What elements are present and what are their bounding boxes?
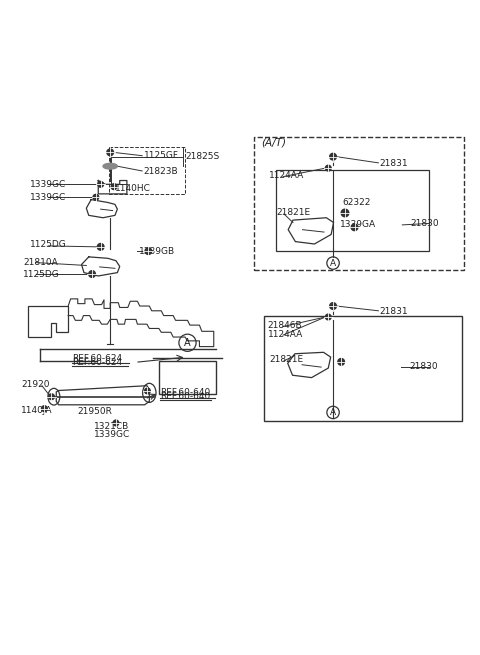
Text: 21920: 21920	[22, 381, 50, 389]
Text: 1339GC: 1339GC	[95, 430, 131, 439]
Circle shape	[338, 358, 345, 365]
Circle shape	[48, 394, 54, 400]
Text: 1339GC: 1339GC	[30, 180, 66, 189]
Text: 21846B: 21846B	[268, 321, 302, 330]
Circle shape	[351, 224, 358, 231]
Circle shape	[111, 184, 117, 189]
Text: (A/T): (A/T)	[262, 138, 287, 147]
Text: REF.60-624: REF.60-624	[72, 358, 122, 367]
Circle shape	[330, 303, 336, 309]
Text: 62322: 62322	[343, 198, 371, 207]
Text: REF.60-624: REF.60-624	[72, 354, 122, 363]
Bar	[264, 316, 462, 421]
Ellipse shape	[103, 163, 117, 169]
Circle shape	[93, 195, 99, 200]
Text: 21950R: 21950R	[78, 407, 113, 417]
Circle shape	[107, 149, 114, 156]
Text: 21810A: 21810A	[23, 258, 58, 267]
Text: A: A	[330, 408, 336, 417]
Text: 21821E: 21821E	[276, 208, 311, 217]
Text: 21823B: 21823B	[144, 167, 178, 176]
Circle shape	[89, 271, 96, 277]
Text: 21831: 21831	[380, 307, 408, 316]
Text: 1125DG: 1125DG	[30, 240, 67, 249]
Text: 21821E: 21821E	[270, 356, 304, 364]
Bar	[276, 170, 429, 251]
Text: REF.60-640: REF.60-640	[160, 392, 210, 402]
Text: 1339GB: 1339GB	[139, 247, 175, 255]
Text: A: A	[184, 338, 191, 348]
Text: 1124AA: 1124AA	[269, 171, 304, 180]
Circle shape	[325, 165, 331, 171]
Circle shape	[41, 405, 47, 411]
Text: A: A	[330, 259, 336, 268]
Circle shape	[341, 209, 349, 217]
Text: 21825S: 21825S	[185, 152, 219, 161]
Circle shape	[330, 153, 336, 160]
Text: 21830: 21830	[409, 362, 438, 371]
Text: 21830: 21830	[410, 219, 439, 228]
Circle shape	[98, 181, 104, 187]
Circle shape	[145, 248, 152, 255]
Text: REF.60-640: REF.60-640	[160, 388, 210, 397]
Text: 1339GC: 1339GC	[30, 193, 66, 202]
Text: 1124AA: 1124AA	[268, 330, 303, 339]
Circle shape	[97, 244, 104, 250]
Bar	[254, 137, 464, 271]
Text: 1125GF: 1125GF	[144, 151, 179, 160]
Text: 1321CB: 1321CB	[95, 422, 130, 431]
Circle shape	[144, 388, 150, 394]
Circle shape	[325, 314, 331, 320]
Text: 21831: 21831	[380, 159, 408, 168]
Text: 1339GA: 1339GA	[340, 220, 376, 229]
Text: 1140JA: 1140JA	[22, 406, 53, 415]
Text: 1140HC: 1140HC	[115, 184, 151, 193]
Text: 1125DG: 1125DG	[23, 270, 60, 278]
Circle shape	[113, 420, 119, 426]
